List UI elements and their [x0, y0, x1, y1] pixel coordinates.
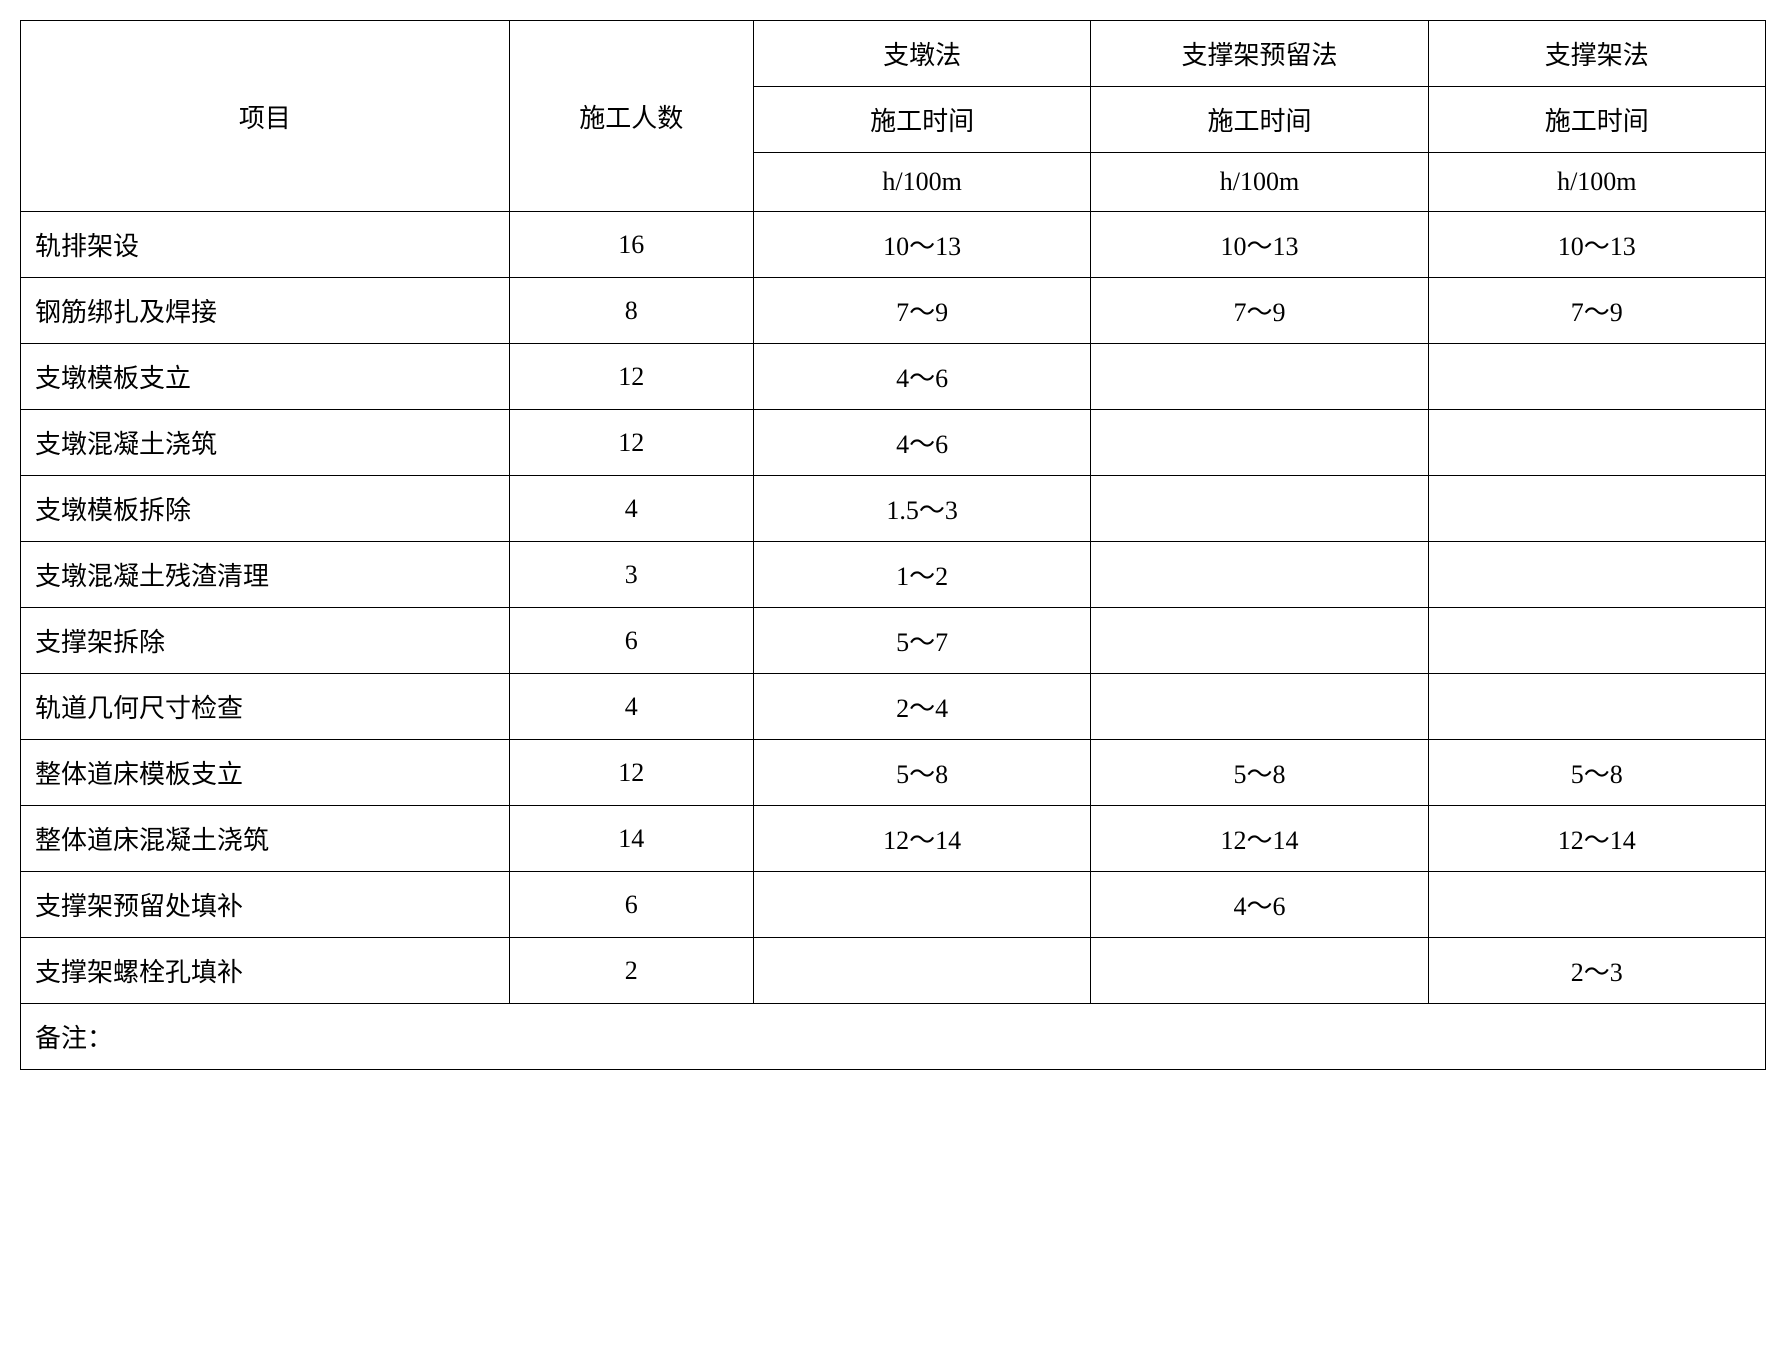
note-row: 备注：: [21, 1004, 1766, 1070]
cell-m1: 4～6: [753, 410, 1090, 476]
table-row: 支墩模板拆除 4 1.5～3: [21, 476, 1766, 542]
cell-m3: 12～14: [1428, 806, 1765, 872]
header-time-2: 施工时间: [1091, 87, 1428, 153]
cell-m2: [1091, 674, 1428, 740]
cell-m1: 4～6: [753, 344, 1090, 410]
cell-m1: 5～7: [753, 608, 1090, 674]
header-row-1: 项目 施工人数 支墩法 支撑架预留法 支撑架法: [21, 21, 1766, 87]
note-cell: 备注：: [21, 1004, 1766, 1070]
cell-m3: [1428, 608, 1765, 674]
cell-item: 支撑架拆除: [21, 608, 510, 674]
cell-item: 轨道几何尺寸检查: [21, 674, 510, 740]
cell-m3: [1428, 410, 1765, 476]
cell-count: 4: [509, 674, 753, 740]
table-row: 支撑架预留处填补 6 4～6: [21, 872, 1766, 938]
table-row: 支墩模板支立 12 4～6: [21, 344, 1766, 410]
cell-count: 12: [509, 410, 753, 476]
header-time-3: 施工时间: [1428, 87, 1765, 153]
table-row: 整体道床混凝土浇筑 14 12～14 12～14 12～14: [21, 806, 1766, 872]
cell-m3: 2～3: [1428, 938, 1765, 1004]
cell-m2: 4～6: [1091, 872, 1428, 938]
header-unit-1: h/100m: [753, 153, 1090, 212]
cell-count: 14: [509, 806, 753, 872]
cell-m2: 5～8: [1091, 740, 1428, 806]
cell-item: 整体道床混凝土浇筑: [21, 806, 510, 872]
table-row: 轨排架设 16 10～13 10～13 10～13: [21, 212, 1766, 278]
construction-time-table: 项目 施工人数 支墩法 支撑架预留法 支撑架法 施工时间 施工时间 施工时间 h…: [20, 20, 1766, 1070]
cell-count: 3: [509, 542, 753, 608]
cell-count: 16: [509, 212, 753, 278]
cell-m2: 12～14: [1091, 806, 1428, 872]
header-unit-2: h/100m: [1091, 153, 1428, 212]
cell-m1: [753, 872, 1090, 938]
table-row: 支撑架螺栓孔填补 2 2～3: [21, 938, 1766, 1004]
cell-count: 4: [509, 476, 753, 542]
cell-m2: 7～9: [1091, 278, 1428, 344]
table-body: 轨排架设 16 10～13 10～13 10～13 钢筋绑扎及焊接 8 7～9 …: [21, 212, 1766, 1070]
table-header: 项目 施工人数 支墩法 支撑架预留法 支撑架法 施工时间 施工时间 施工时间 h…: [21, 21, 1766, 212]
header-method2: 支撑架预留法: [1091, 21, 1428, 87]
header-worker-count: 施工人数: [509, 21, 753, 212]
cell-count: 12: [509, 344, 753, 410]
cell-m1: [753, 938, 1090, 1004]
table-row: 支墩混凝土浇筑 12 4～6: [21, 410, 1766, 476]
header-method1: 支墩法: [753, 21, 1090, 87]
cell-count: 6: [509, 608, 753, 674]
cell-m1: 2～4: [753, 674, 1090, 740]
table-row: 整体道床模板支立 12 5～8 5～8 5～8: [21, 740, 1766, 806]
cell-m2: [1091, 476, 1428, 542]
cell-m3: [1428, 542, 1765, 608]
cell-m1: 5～8: [753, 740, 1090, 806]
cell-m3: 10～13: [1428, 212, 1765, 278]
cell-item: 支撑架预留处填补: [21, 872, 510, 938]
cell-m3: [1428, 344, 1765, 410]
cell-m3: [1428, 872, 1765, 938]
construction-time-table-container: 项目 施工人数 支墩法 支撑架预留法 支撑架法 施工时间 施工时间 施工时间 h…: [20, 20, 1766, 1070]
cell-m1: 1.5～3: [753, 476, 1090, 542]
cell-item: 整体道床模板支立: [21, 740, 510, 806]
cell-m3: [1428, 674, 1765, 740]
table-row: 支墩混凝土残渣清理 3 1～2: [21, 542, 1766, 608]
header-time-1: 施工时间: [753, 87, 1090, 153]
header-unit-3: h/100m: [1428, 153, 1765, 212]
cell-m1: 7～9: [753, 278, 1090, 344]
cell-m2: [1091, 608, 1428, 674]
cell-item: 轨排架设: [21, 212, 510, 278]
table-row: 支撑架拆除 6 5～7: [21, 608, 1766, 674]
cell-count: 12: [509, 740, 753, 806]
cell-item: 支墩模板拆除: [21, 476, 510, 542]
cell-m3: 5～8: [1428, 740, 1765, 806]
header-method3: 支撑架法: [1428, 21, 1765, 87]
cell-count: 2: [509, 938, 753, 1004]
cell-item: 支墩模板支立: [21, 344, 510, 410]
cell-item: 支墩混凝土残渣清理: [21, 542, 510, 608]
cell-m2: [1091, 344, 1428, 410]
cell-item: 支撑架螺栓孔填补: [21, 938, 510, 1004]
cell-m1: 12～14: [753, 806, 1090, 872]
cell-m3: [1428, 476, 1765, 542]
cell-m2: [1091, 938, 1428, 1004]
cell-count: 8: [509, 278, 753, 344]
table-row: 钢筋绑扎及焊接 8 7～9 7～9 7～9: [21, 278, 1766, 344]
table-row: 轨道几何尺寸检查 4 2～4: [21, 674, 1766, 740]
cell-item: 支墩混凝土浇筑: [21, 410, 510, 476]
cell-count: 6: [509, 872, 753, 938]
cell-m2: [1091, 542, 1428, 608]
cell-m3: 7～9: [1428, 278, 1765, 344]
header-item: 项目: [21, 21, 510, 212]
cell-m1: 10～13: [753, 212, 1090, 278]
cell-m2: [1091, 410, 1428, 476]
cell-m2: 10～13: [1091, 212, 1428, 278]
cell-m1: 1～2: [753, 542, 1090, 608]
cell-item: 钢筋绑扎及焊接: [21, 278, 510, 344]
